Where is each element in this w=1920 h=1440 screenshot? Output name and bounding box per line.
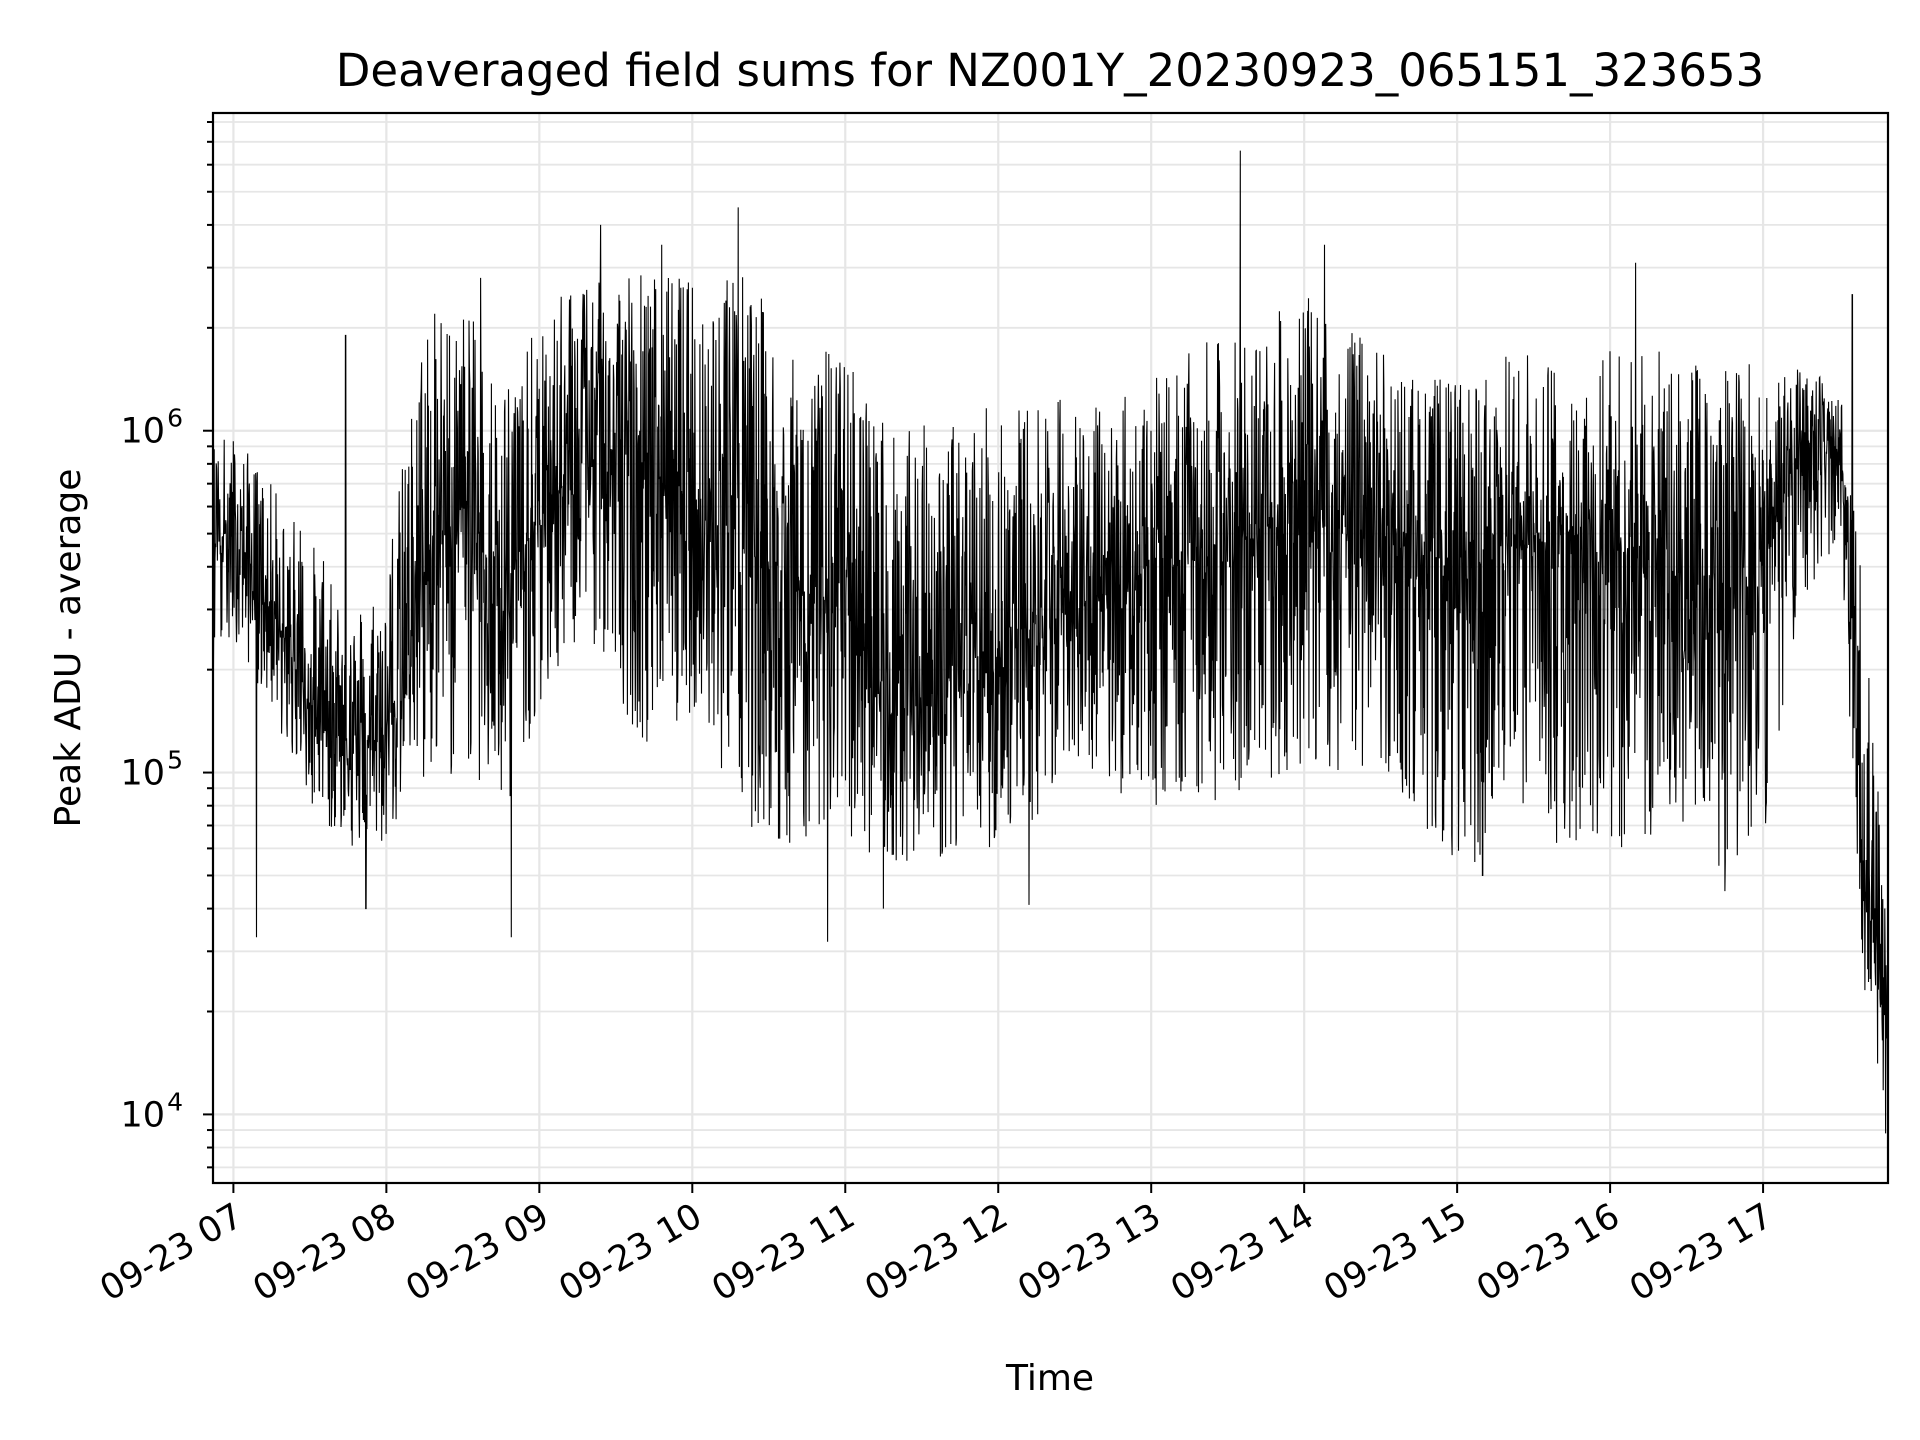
y-tick-exponent: 6 [167,404,183,433]
x-axis-label: Time [1005,1358,1094,1399]
chart-title: Deaveraged field sums for NZ001Y_2023092… [336,44,1765,97]
plot-frame [211,111,1890,1185]
series-path [213,150,1888,1134]
plot-area [213,150,1888,1134]
y-tick-label: 10 [120,1095,165,1135]
y-tick-exponent: 4 [167,1087,183,1116]
y-tick-label: 10 [120,754,165,794]
y-tick-label: 10 [120,412,165,452]
y-axis-label: Peak ADU - average [48,469,89,828]
series-line [213,150,1888,1134]
y-tick-exponent: 5 [167,746,183,775]
